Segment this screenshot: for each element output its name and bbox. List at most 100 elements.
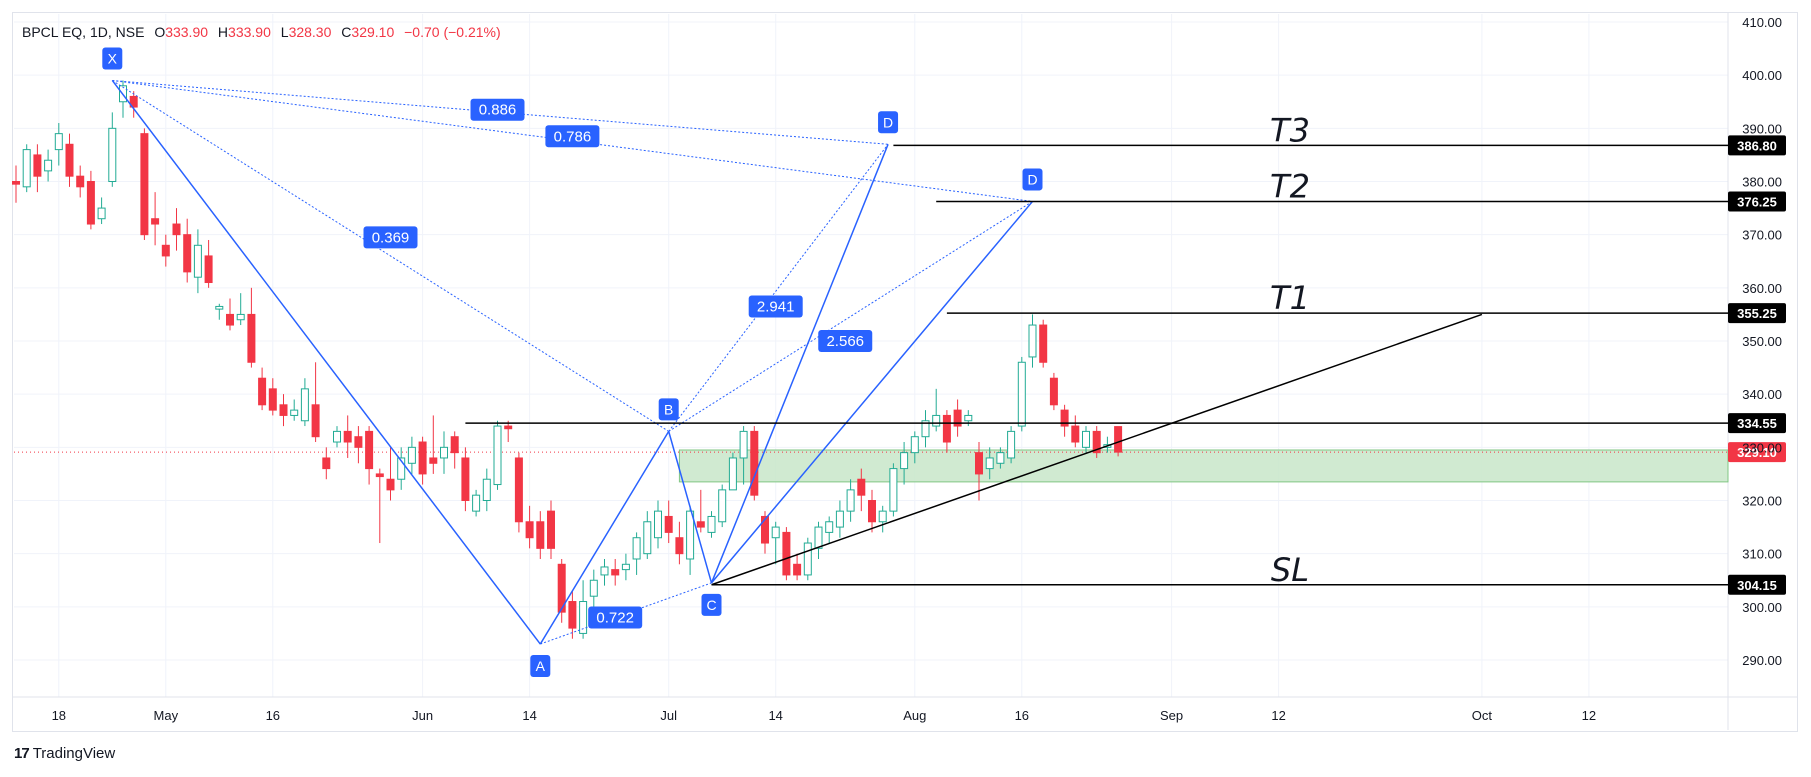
y-tick-label: 330.00	[1742, 440, 1782, 455]
candle-body	[482, 478, 491, 502]
pattern-leg	[667, 431, 713, 584]
candle	[525, 505, 534, 549]
candle-body	[386, 478, 395, 491]
candle-body	[343, 430, 352, 443]
candle-body	[65, 143, 74, 177]
x-tick-label: Oct	[1472, 708, 1493, 723]
candle	[193, 229, 202, 294]
pattern-point-marker	[701, 593, 722, 616]
candle	[450, 431, 459, 469]
candle	[86, 170, 95, 230]
low-label: L	[280, 24, 289, 40]
candle-body	[450, 436, 459, 454]
candle	[696, 489, 705, 533]
candle	[300, 378, 309, 427]
x-tick-label: Aug	[903, 708, 926, 723]
candle	[547, 500, 555, 559]
candle-body	[333, 430, 341, 443]
candle-body	[1049, 377, 1058, 406]
candle	[440, 431, 448, 474]
price-tag-text: 376.25	[1737, 194, 1777, 209]
candle	[654, 500, 662, 549]
candle	[728, 452, 737, 491]
x-tick-label: 18	[52, 708, 66, 723]
candle-body	[54, 133, 63, 151]
candle-body	[97, 207, 106, 220]
candle-body	[707, 515, 716, 533]
x-tick-label: May	[154, 708, 179, 723]
candle-body	[632, 537, 641, 560]
candle-body	[750, 430, 759, 496]
candle	[140, 128, 149, 240]
candle-body	[151, 218, 160, 225]
candle-body	[1071, 425, 1080, 443]
candle-body	[868, 500, 876, 523]
candle	[889, 463, 898, 517]
candle	[621, 553, 630, 581]
candle	[290, 399, 299, 421]
candle	[739, 426, 748, 485]
candle	[33, 144, 42, 193]
ratio-label: 2.941	[757, 298, 795, 315]
candle	[568, 590, 577, 639]
candle-body	[461, 457, 470, 502]
candle-body	[878, 510, 887, 523]
candle	[461, 447, 470, 512]
tradingview-brand[interactable]: 17 TradingView	[14, 745, 115, 762]
candle	[932, 388, 941, 432]
ratio-label: 0.369	[372, 229, 410, 246]
pattern-point-label: D	[1027, 171, 1037, 187]
price-tag-text: 304.15	[1737, 578, 1777, 593]
candle	[375, 468, 384, 544]
y-tick-label: 300.00	[1742, 600, 1782, 615]
candle	[482, 468, 491, 512]
level-label: T2	[1270, 167, 1310, 205]
open-label: O	[154, 24, 166, 40]
candle-body	[857, 478, 866, 496]
symbol-name[interactable]: BPCL EQ, 1D, NSE	[22, 24, 145, 40]
candle-body	[793, 563, 802, 576]
candle	[97, 197, 106, 225]
candle	[793, 553, 802, 581]
pattern-leg	[539, 430, 670, 645]
candle-body	[322, 457, 331, 470]
candle	[1071, 415, 1080, 448]
candle	[814, 521, 823, 559]
candle-body	[1114, 426, 1123, 453]
candle-body	[44, 159, 53, 172]
candle-body	[953, 409, 962, 427]
candle	[504, 420, 513, 443]
x-tick-label: 14	[522, 708, 536, 723]
ratio-badge	[748, 295, 803, 318]
candle-body	[354, 436, 363, 448]
candle-body	[654, 510, 662, 539]
y-tick-label: 370.00	[1742, 228, 1782, 243]
last-price-text: 329.10	[1737, 445, 1777, 460]
change-value: −0.70 (−0.21%)	[404, 24, 501, 40]
y-tick-label: 320.00	[1742, 494, 1782, 509]
low-value: 328.30	[288, 24, 332, 40]
candle	[996, 447, 1005, 469]
pattern-point-marker	[658, 398, 679, 421]
candle-body	[889, 468, 898, 512]
candle	[1060, 404, 1069, 437]
pattern-leg	[710, 200, 1034, 584]
candle	[868, 489, 876, 533]
candle-body	[942, 414, 951, 443]
candle-body	[226, 313, 234, 326]
candle-body	[846, 489, 855, 512]
candle	[857, 468, 866, 512]
candle-body	[268, 388, 277, 411]
candle	[76, 165, 85, 198]
candle	[835, 500, 844, 538]
candle	[236, 293, 245, 326]
candle-body	[932, 414, 941, 427]
candle-body	[921, 420, 930, 438]
high-value: 333.90	[228, 24, 271, 40]
demand-zone	[678, 449, 1729, 483]
x-tick-label: 16	[266, 708, 280, 723]
candle-body	[771, 526, 780, 539]
chart-frame[interactable]	[12, 12, 1798, 732]
candle	[22, 144, 31, 193]
